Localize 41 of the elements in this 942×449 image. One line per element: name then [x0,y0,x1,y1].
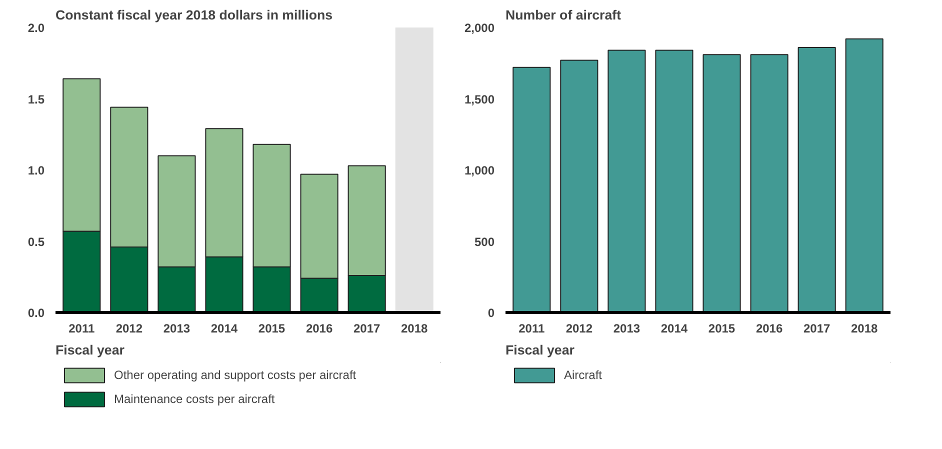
bar [512,66,551,312]
x-tick-label: 2012 [116,322,143,336]
y-tick-label: 0 [488,306,495,320]
bar [750,54,788,312]
y-tick-label: 1.0 [28,164,45,178]
x-tick-label: 2014 [660,322,688,336]
x-tick-label: 2016 [756,322,783,336]
y-tick-label: 1,500 [464,92,495,106]
bar [560,60,598,312]
x-tick-label: 2017 [353,322,380,336]
chart-title: Constant fiscal year 2018 dollars in millions [56,8,333,22]
y-tick-label: 1.5 [28,92,45,106]
x-tick-label: 2012 [566,322,593,336]
x-tick-label: 2016 [306,322,333,336]
x-tick-label: 2018 [401,322,428,336]
x-axis-title: Fiscal year [506,342,574,358]
bar [702,54,741,312]
bar [608,50,646,312]
y-tick-label: 0.0 [28,306,45,320]
y-tick-label: 1,000 [464,164,495,178]
legend-label: Maintenance costs per aircraft [114,392,275,406]
legend-label: Other operating and support costs per aircraft [114,368,356,382]
x-tick-label: 2013 [163,322,190,336]
x-tick-label: 2011 [68,322,95,336]
x-tick-label: 2015 [258,322,286,336]
y-tick-label: 2,000 [464,21,495,35]
bar [655,50,694,312]
x-tick-label: 2013 [613,322,640,336]
x-axis-title: Fiscal year [56,342,124,358]
x-tick-label: 2015 [708,322,736,336]
chart-title: Number of aircraft [506,8,622,22]
x-tick-label: 2018 [851,322,878,336]
x-tick-label: 2011 [518,322,545,336]
x-tick-label: 2017 [803,322,830,336]
y-tick-label: 500 [474,234,495,249]
x-tick-label: 2014 [210,322,238,336]
y-tick-label: 0.5 [28,234,45,249]
bar [798,46,836,312]
legend-label: Aircraft [564,368,602,382]
bar [845,38,884,312]
y-tick-label: 2.0 [28,21,45,35]
